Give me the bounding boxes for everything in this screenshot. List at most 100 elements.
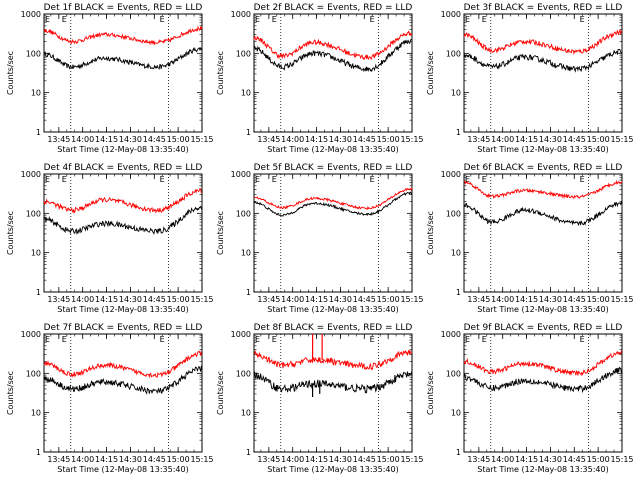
y-tick-label: 1000 [21,330,41,339]
y-tick-label: 100 [446,369,461,378]
events-series-line [43,365,203,395]
eclipse-marker-label: E [45,175,50,184]
chart-panel: Det 6f BLACK = Events, RED = LLD 1 10 100 10… [426,163,634,314]
x-tick-label: 14:30 [119,135,142,144]
y-axis-label: Counts/sec [216,211,225,255]
y-tick-label: 1 [36,288,41,297]
x-tick-label: 15:00 [587,455,610,464]
chart-panel: Det 5f BLACK = Events, RED = LLD 1 10 100 10… [216,163,424,314]
x-tick-label: 13:45 [47,455,70,464]
events-series-line [43,46,203,70]
x-tick-label: 14:00 [491,295,514,304]
x-tick-label: 14:30 [329,455,352,464]
x-axis-label: Start Time (12-May-08 13:35:40) [267,305,398,314]
y-tick-label: 10 [451,249,461,258]
chart-title: Det 9f BLACK = Events, RED = LLD [464,323,623,333]
y-axis: 1 10 100 1000 [441,170,622,297]
x-tick-label: 14:00 [71,455,94,464]
x-tick-label: 15:00 [587,295,610,304]
chart-panel: Det 9f BLACK = Events, RED = LLD 1 10 100 10… [426,323,634,474]
eclipse-marker-label: E [482,335,487,344]
events-series-line [253,370,413,394]
x-tick-label: 14:30 [539,135,562,144]
y-tick-label: 1000 [441,170,461,179]
plot-frame [463,333,623,453]
x-tick-label: 14:00 [281,455,304,464]
x-axis-label: Start Time (12-May-08 13:35:40) [477,465,608,474]
y-tick-label: 1000 [231,10,251,19]
x-tick-label: 15:00 [377,455,400,464]
x-axis: 13:45 14:00 14:15 14:30 14:45 15:00 15:15 [47,174,214,304]
x-tick-label: 13:45 [257,295,280,304]
y-tick-label: 100 [236,369,251,378]
x-tick-label: 15:00 [377,295,400,304]
x-tick-label: 15:00 [167,135,190,144]
x-tick-label: 15:15 [400,295,423,304]
plot-frame [253,13,413,133]
lld-series-line [43,187,203,214]
y-axis-label: Counts/sec [6,51,15,95]
x-tick-label: 15:00 [167,455,190,464]
chart-title: Det 4f BLACK = Events, RED = LLD [44,163,203,173]
x-axis: 13:45 14:00 14:15 14:30 14:45 15:00 15:15 [257,334,424,464]
y-tick-label: 1 [246,448,251,457]
y-axis: 1 10 100 1000 [21,170,202,297]
x-tick-label: 13:45 [467,455,490,464]
y-tick-label: 1 [456,448,461,457]
chart-title: Det 3f BLACK = Events, RED = LLD [464,3,623,13]
lld-series-line [463,350,623,377]
x-tick-label: 14:30 [119,455,142,464]
x-tick-label: 14:15 [515,295,538,304]
x-tick-label: 15:00 [167,295,190,304]
y-axis: 1 10 100 1000 [231,170,412,297]
eclipse-marker-label: E [580,335,585,344]
chart-title: Det 7f BLACK = Events, RED = LLD [44,323,203,333]
y-tick-label: 1 [456,128,461,137]
x-tick-label: 15:15 [190,455,213,464]
y-axis-label: Counts/sec [426,371,435,415]
x-tick-label: 14:45 [353,135,376,144]
x-tick-label: 13:45 [467,295,490,304]
plot-frame [253,173,413,293]
lld-series-line [43,350,203,379]
eclipse-marker-label: E [370,175,375,184]
x-tick-label: 14:45 [143,295,166,304]
plot-frame [463,173,623,293]
x-axis: 13:45 14:00 14:15 14:30 14:45 15:00 15:15 [257,174,424,304]
y-axis-label: Counts/sec [6,371,15,415]
x-tick-label: 15:00 [587,135,610,144]
x-axis-label: Start Time (12-May-08 13:35:40) [57,145,188,154]
chart-panel: Det 1f BLACK = Events, RED = LLD 1 10 100 10… [6,3,214,154]
x-tick-label: 14:30 [329,135,352,144]
x-tick-label: 14:00 [491,135,514,144]
x-tick-label: 14:45 [563,135,586,144]
x-tick-label: 14:00 [71,135,94,144]
y-tick-label: 1000 [441,330,461,339]
x-axis: 13:45 14:00 14:15 14:30 14:45 15:00 15:15 [467,174,634,304]
x-axis-label: Start Time (12-May-08 13:35:40) [477,305,608,314]
events-series-line [463,200,623,227]
x-tick-label: 15:15 [610,135,633,144]
x-tick-label: 14:00 [491,455,514,464]
chart-panel: Det 7f BLACK = Events, RED = LLD 1 10 100 10… [6,323,214,474]
x-tick-label: 14:15 [305,135,328,144]
events-series-line [43,205,203,235]
chart-panel: Det 8f BLACK = Events, RED = LLD 1 10 100 10… [216,323,424,474]
x-axis: 13:45 14:00 14:15 14:30 14:45 15:00 15:15 [47,14,214,144]
x-tick-label: 15:15 [400,135,423,144]
y-tick-label: 1000 [21,170,41,179]
x-axis: 13:45 14:00 14:15 14:30 14:45 15:00 15:15 [467,14,634,144]
x-tick-label: 13:45 [47,295,70,304]
eclipse-marker-label: E [255,335,260,344]
plot-frame [253,333,413,453]
events-series-line [253,191,413,217]
x-tick-label: 14:45 [563,295,586,304]
chart-title: Det 1f BLACK = Events, RED = LLD [44,3,203,13]
events-series-line [463,366,623,394]
y-tick-label: 10 [31,89,41,98]
eclipse-marker-label: E [160,175,165,184]
x-tick-label: 15:15 [610,455,633,464]
x-tick-label: 14:45 [143,135,166,144]
x-axis: 13:45 14:00 14:15 14:30 14:45 15:00 15:15 [467,334,634,464]
x-tick-label: 13:45 [257,135,280,144]
